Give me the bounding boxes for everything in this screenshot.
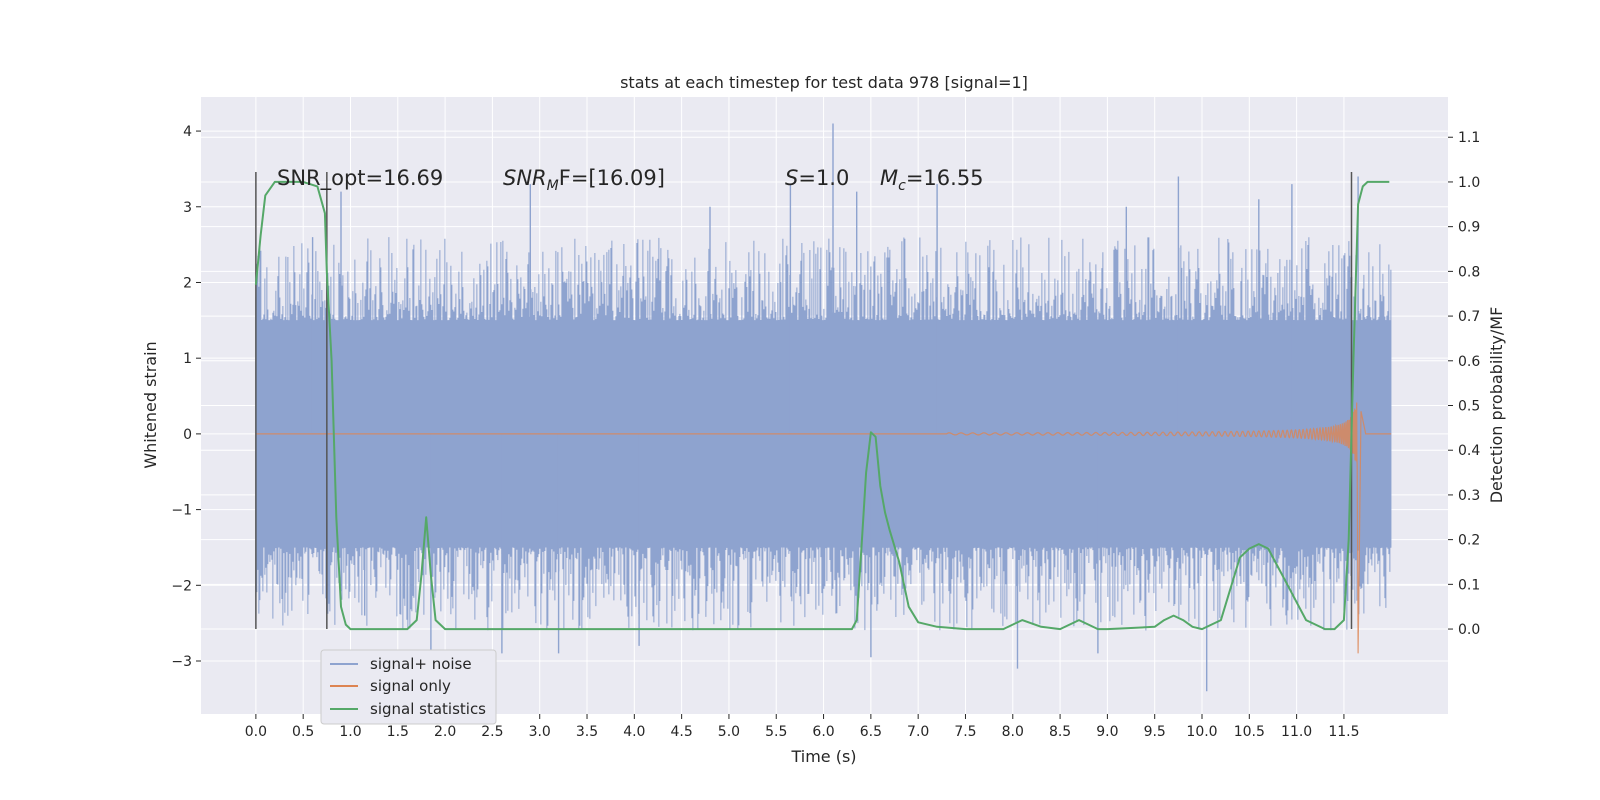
- snr-mf-sub: M: [547, 178, 559, 194]
- x-tick-label: 8.5: [1049, 724, 1071, 740]
- y2-tick-label: 0.2: [1458, 533, 1480, 549]
- y-tick-label: 1: [183, 351, 192, 367]
- y-tick-label: −1: [171, 503, 192, 519]
- annotation-snr-mf: SNRMF=[16.09]: [503, 166, 665, 194]
- x-tick-label: 2.0: [434, 724, 456, 740]
- y2-tick-label: 0.8: [1458, 264, 1480, 280]
- x-axis-label: Time (s): [790, 747, 856, 766]
- x-tick-label: 9.0: [1096, 724, 1118, 740]
- y2-axis-label: Detection probability/MF: [1487, 307, 1506, 504]
- annotation-mc: Mc=16.55: [880, 166, 984, 194]
- x-tick-label: 5.5: [765, 724, 787, 740]
- y2-tick-label: 0.4: [1458, 443, 1480, 459]
- y-axis-ticks: −3 −2 −1 0 1 2 3 4: [171, 124, 201, 670]
- x-tick-label: 11.5: [1328, 724, 1359, 740]
- x-tick-label: 5.0: [718, 724, 740, 740]
- y2-tick-label: 0.1: [1458, 577, 1480, 593]
- x-tick-label: 6.0: [812, 724, 834, 740]
- x-tick-label: 3.5: [576, 724, 598, 740]
- x-tick-label: 7.5: [954, 724, 976, 740]
- legend: signal+ noise signal only signal statist…: [320, 649, 497, 725]
- mc-var: M: [880, 166, 898, 190]
- y2-tick-label: 1.1: [1458, 130, 1480, 146]
- y2-tick-label: 0.5: [1458, 399, 1480, 415]
- legend-label-signal-statistics: signal statistics: [370, 700, 486, 718]
- y-tick-label: 3: [183, 200, 192, 216]
- x-tick-label: 10.5: [1234, 724, 1265, 740]
- y2-tick-label: 0.9: [1458, 220, 1480, 236]
- mc-rest: =16.55: [906, 166, 984, 190]
- x-tick-label: 8.0: [1002, 724, 1024, 740]
- x-tick-label: 4.5: [671, 724, 693, 740]
- y-tick-label: 2: [183, 275, 192, 291]
- x-tick-label: 6.5: [860, 724, 882, 740]
- x-axis-ticks: 0.0 0.5 1.0 1.5 2.0 2.5 3.0 3.5 4.0 4.5 5.0 5.5 6.0 6…: [245, 714, 1360, 740]
- s-var: S: [785, 166, 798, 190]
- stats-line: [254, 180, 1390, 631]
- y-tick-label: 0: [183, 427, 192, 443]
- y2-tick-label: 0.6: [1458, 354, 1480, 370]
- legend-label-signal-plus-noise: signal+ noise: [370, 655, 472, 673]
- chart-title: stats at each timestep for test data 978…: [620, 73, 1028, 92]
- snr-mf-rest: F=[16.09]: [559, 166, 665, 190]
- x-tick-label: 0.0: [245, 724, 267, 740]
- x-tick-label: 4.0: [623, 724, 645, 740]
- x-tick-label: 7.0: [907, 724, 929, 740]
- y2-tick-label: 0.0: [1458, 622, 1480, 638]
- y-tick-label: 4: [183, 124, 192, 140]
- x-tick-label: 1.5: [387, 724, 409, 740]
- y2-tick-label: 0.7: [1458, 309, 1480, 325]
- s-rest: =1.0: [798, 166, 849, 190]
- x-tick-label: 10.0: [1186, 724, 1217, 740]
- y2-tick-label: 0.3: [1458, 488, 1480, 504]
- x-tick-label: 11.0: [1281, 724, 1312, 740]
- y2-axis-ticks: 0.0 0.1 0.2 0.3 0.4 0.5 0.6 0.7 0.8 0.9 1.0 1.1: [1448, 130, 1480, 638]
- snr-mf-var: SNR: [503, 166, 547, 190]
- y-tick-label: −2: [171, 578, 192, 594]
- mc-sub: c: [898, 178, 906, 194]
- annotation-s: S=1.0: [785, 166, 849, 190]
- legend-box: [320, 649, 497, 725]
- x-tick-label: 2.5: [481, 724, 503, 740]
- noise-spikes: [311, 123, 1359, 692]
- series-signal-only: [255, 402, 1392, 654]
- x-tick-label: 0.5: [292, 724, 314, 740]
- legend-label-signal-only: signal only: [370, 677, 451, 695]
- annotations: SNR_opt=16.69 SNRMF=[16.09] S=1.0 Mc=16.…: [277, 166, 984, 194]
- x-tick-label: 3.0: [529, 724, 551, 740]
- y-axis-label: Whitened strain: [141, 341, 160, 468]
- y2-tick-label: 1.0: [1458, 175, 1480, 191]
- x-tick-label: 1.0: [339, 724, 361, 740]
- y-tick-label: −3: [171, 654, 192, 670]
- x-tick-label: 9.5: [1144, 724, 1166, 740]
- signal-trace: [255, 402, 1392, 654]
- annotation-snr-opt: SNR_opt=16.69: [277, 166, 443, 191]
- series-signal-statistics: [254, 180, 1390, 631]
